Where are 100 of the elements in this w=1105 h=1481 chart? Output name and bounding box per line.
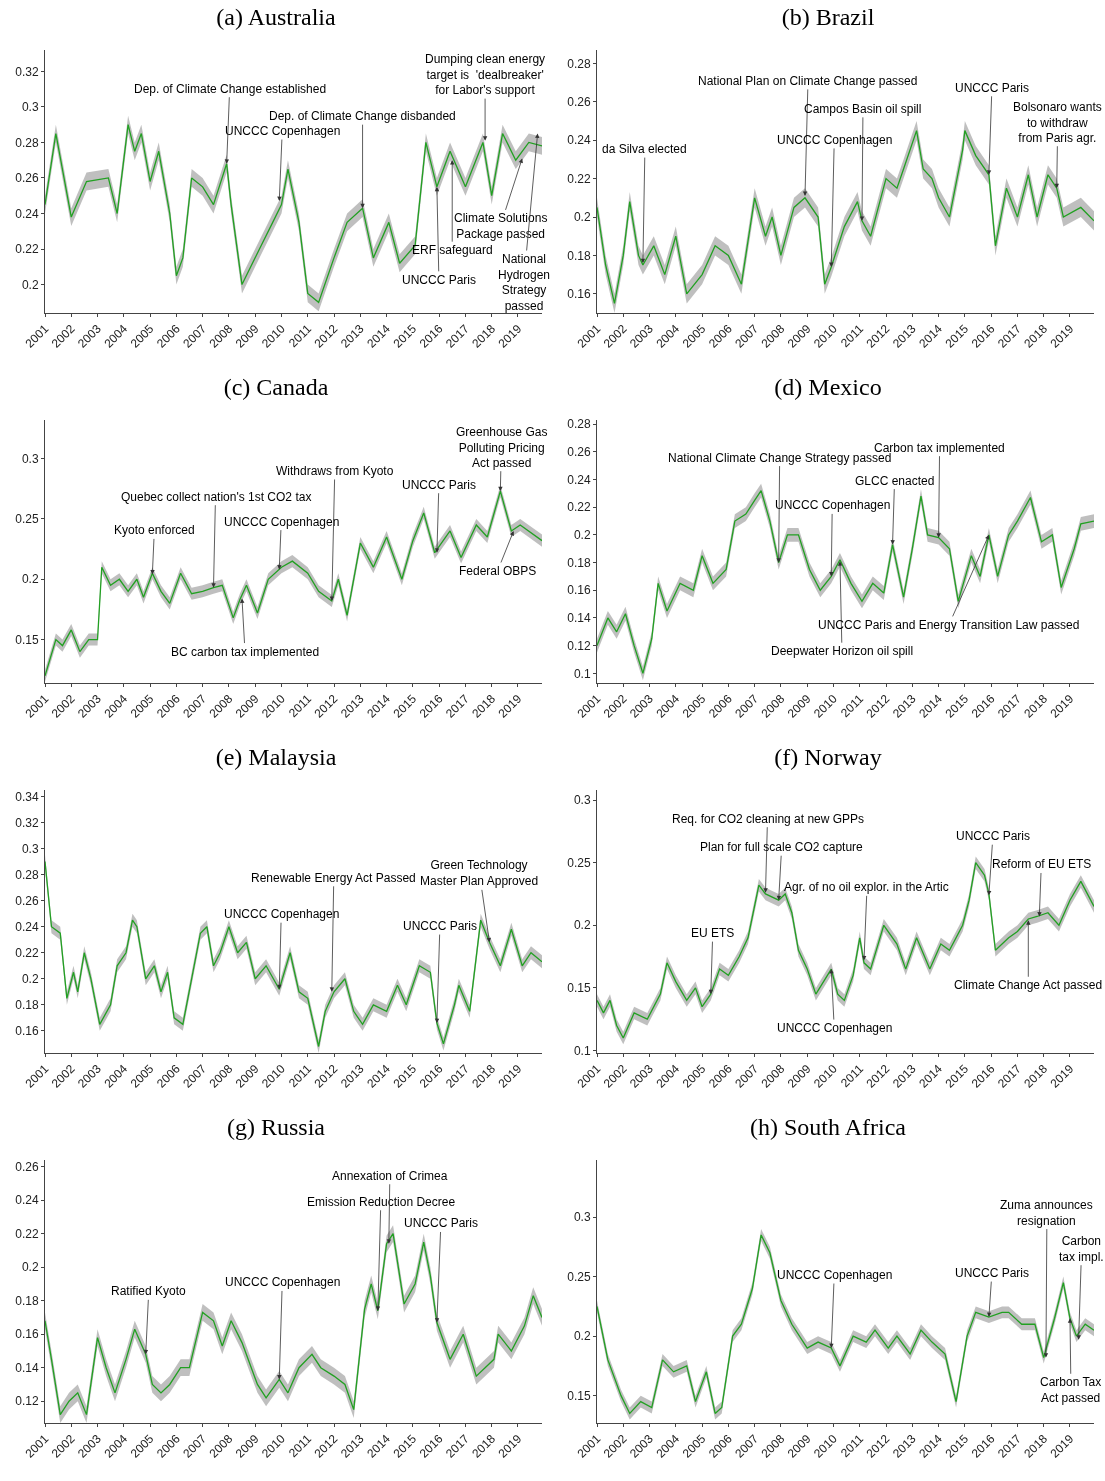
- annotation: UNCCC Paris: [402, 478, 477, 492]
- y-tick-label: 0.24: [15, 206, 39, 221]
- annotation: Plan for full scale CO2 capture: [700, 840, 864, 854]
- y-tick-label: 0.15: [15, 632, 39, 647]
- annotation: UNCCC Copenhagen: [225, 1275, 341, 1289]
- annotation: Zuma announces resignation: [1000, 1198, 1093, 1228]
- y-tick-label: 0.25: [567, 855, 591, 870]
- y-tick-label: 0.3: [21, 100, 39, 115]
- annotation: UNCCC Paris: [956, 829, 1031, 843]
- y-tick-label: 0.16: [15, 1024, 39, 1039]
- y-tick-label: 0.28: [15, 867, 39, 882]
- annotation: Green Technology Master Plan Approved: [420, 858, 539, 888]
- y-tick-label: 0.24: [567, 133, 591, 148]
- annotation: Reform of EU ETS: [992, 857, 1092, 871]
- annotation: UNCCC Copenhagen: [224, 515, 340, 529]
- annotation: UNCCC Copenhagen: [777, 1268, 893, 1282]
- y-tick-label: 0.22: [15, 1226, 39, 1241]
- y-tick-label: 0.22: [15, 945, 39, 960]
- y-tick-label: 0.3: [21, 451, 39, 466]
- y-tick-label: 0.2: [21, 971, 39, 986]
- y-tick-label: 0.26: [567, 445, 591, 460]
- annotation: Ratified Kyoto: [111, 1284, 187, 1298]
- y-tick-label: 0.26: [15, 1159, 39, 1174]
- y-tick-label: 0.34: [15, 789, 39, 804]
- annotation: Annexation of Crimea: [332, 1169, 448, 1183]
- y-tick-label: 0.2: [573, 210, 591, 225]
- annotation: Dep. of Climate Change disbanded: [269, 109, 456, 123]
- y-tick-label: 0.2: [573, 1329, 591, 1344]
- y-tick-label: 0.26: [15, 171, 39, 186]
- y-tick-label: 0.14: [15, 1360, 39, 1375]
- chart-title: (d) Mexico: [774, 373, 882, 400]
- y-tick-label: 0.3: [573, 1210, 591, 1225]
- annotation: UNCCC Paris: [404, 1216, 479, 1230]
- y-tick-label: 0.15: [567, 981, 591, 996]
- y-tick-label: 0.22: [567, 500, 591, 515]
- annotation: Withdraws from Kyoto: [276, 464, 394, 478]
- annotation: UNCCC Copenhagen: [775, 498, 891, 512]
- annotation: Carbon tax impl.: [1059, 1234, 1104, 1264]
- chart-title: (f) Norway: [774, 743, 882, 770]
- y-tick-label: 0.1: [573, 1043, 591, 1058]
- y-tick-label: 0.24: [15, 1193, 39, 1208]
- chart-title: (c) Canada: [223, 373, 329, 400]
- y-tick-label: 0.12: [567, 638, 591, 653]
- y-tick-label: 0.28: [567, 417, 591, 432]
- annotation: da Silva elected: [602, 142, 687, 156]
- annotation: ERF safeguard: [412, 243, 493, 257]
- y-tick-label: 0.25: [15, 512, 39, 527]
- y-tick-label: 0.28: [15, 135, 39, 150]
- annotation: UNCCC Paris: [955, 1266, 1030, 1280]
- annotation: Climate Change Act passed: [954, 978, 1103, 992]
- annotation: UNCCC Copenhagen: [225, 124, 341, 138]
- annotation: Kyoto enforced: [114, 523, 195, 537]
- chart-title: (a) Australia: [216, 3, 336, 30]
- y-tick-label: 0.22: [15, 242, 39, 257]
- y-tick-label: 0.3: [573, 793, 591, 808]
- chart-title: (h) South Africa: [750, 1113, 907, 1140]
- annotation: Federal OBPS: [459, 564, 537, 578]
- y-tick-label: 0.24: [15, 919, 39, 934]
- y-tick-label: 0.32: [15, 64, 39, 79]
- annotation: Greenhouse Gas Polluting Pricing Act passed: [456, 425, 548, 471]
- annotation: Dep. of Climate Change established: [134, 82, 327, 96]
- y-tick-label: 0.18: [567, 555, 591, 570]
- annotation: Carbon Tax Act passed: [1040, 1375, 1102, 1405]
- annotation: UNCCC Copenhagen: [777, 1021, 893, 1035]
- y-tick-label: 0.3: [21, 841, 39, 856]
- y-tick-label: 0.2: [21, 572, 39, 587]
- annotation: Climate Solutions Package passed: [454, 211, 548, 241]
- y-tick-label: 0.2: [21, 277, 39, 292]
- y-tick-label: 0.2: [21, 1260, 39, 1275]
- y-tick-label: 0.2: [573, 528, 591, 543]
- annotation: UNCCC Copenhagen: [224, 907, 340, 921]
- y-tick-label: 0.1: [573, 666, 591, 681]
- annotation: GLCC enacted: [855, 474, 935, 488]
- annotation: UNCCC Paris: [402, 273, 477, 287]
- y-tick-label: 0.32: [15, 815, 39, 830]
- annotation: Req. for CO2 cleaning at new GPPs: [672, 812, 865, 826]
- y-tick-label: 0.16: [15, 1327, 39, 1342]
- y-tick-label: 0.12: [15, 1394, 39, 1409]
- annotation: Quebec collect nation's 1st CO2 tax: [121, 490, 312, 504]
- annotation: Campos Basin oil spill: [804, 102, 922, 116]
- chart-title: (g) Russia: [227, 1113, 326, 1140]
- annotation: BC carbon tax implemented: [171, 645, 320, 659]
- y-tick-label: 0.25: [567, 1269, 591, 1284]
- y-tick-label: 0.2: [573, 918, 591, 933]
- y-tick-label: 0.22: [567, 171, 591, 186]
- y-tick-label: 0.26: [567, 95, 591, 110]
- annotation: UNCCC Copenhagen: [777, 133, 893, 147]
- annotation: Dumping clean energy target is 'dealbreaker' for Labor's support: [425, 52, 546, 98]
- y-tick-label: 0.16: [567, 583, 591, 598]
- y-tick-label: 0.18: [567, 248, 591, 263]
- y-tick-label: 0.14: [567, 611, 591, 626]
- y-tick-label: 0.18: [15, 998, 39, 1013]
- y-tick-label: 0.28: [567, 56, 591, 71]
- y-tick-label: 0.24: [567, 472, 591, 487]
- chart-title: (e) Malaysia: [215, 743, 337, 770]
- annotation: EU ETS: [691, 926, 735, 940]
- y-tick-label: 0.18: [15, 1293, 39, 1308]
- chart-title: (b) Brazil: [781, 3, 875, 30]
- annotation: National Hydrogen Strategy passed: [498, 252, 551, 313]
- annotation: National Plan on Climate Change passed: [698, 74, 918, 88]
